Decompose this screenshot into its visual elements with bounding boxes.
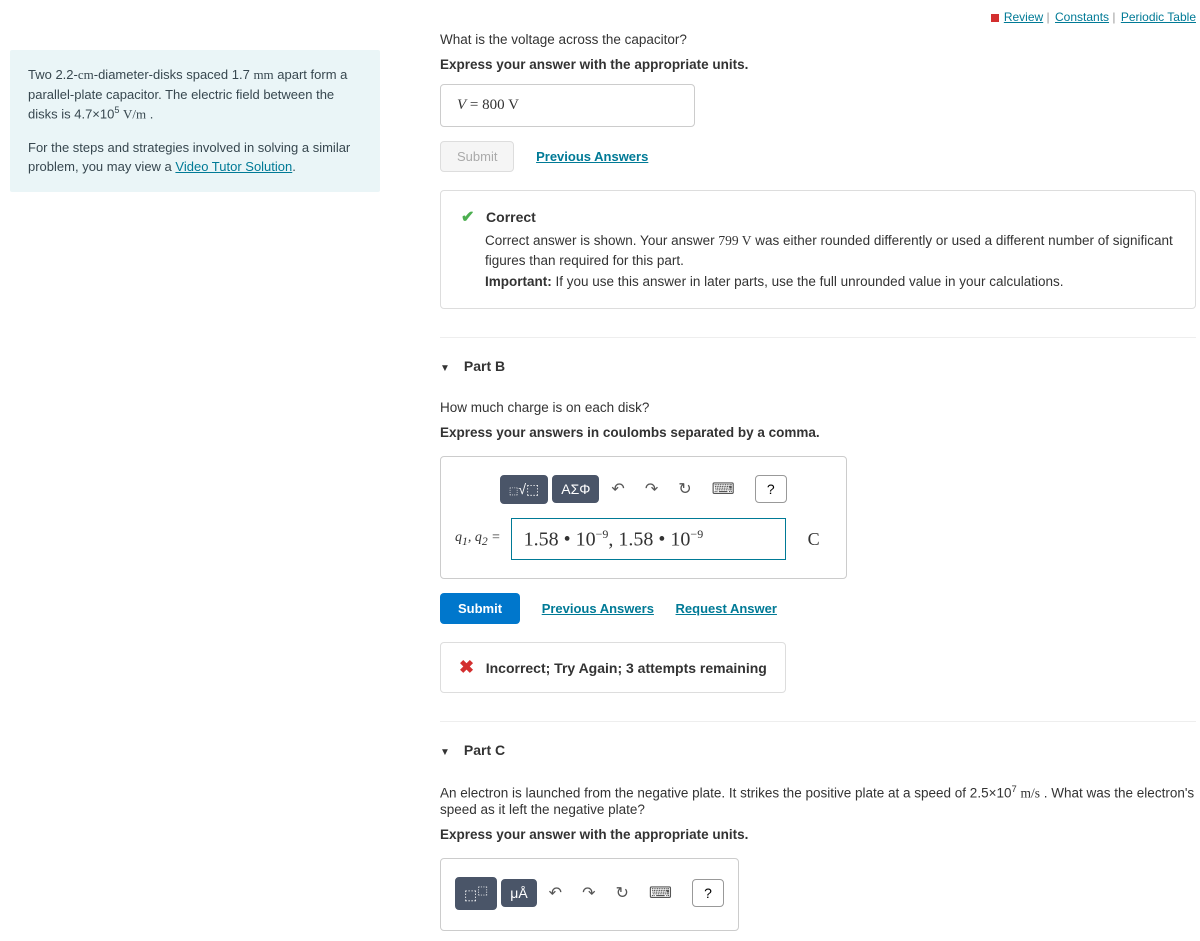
redo-icon[interactable]: ↷ <box>574 879 603 907</box>
answer-panel: Review | Constants | Periodic Table What… <box>395 0 1200 941</box>
problem-text-2: For the steps and strategies involved in… <box>28 138 362 177</box>
check-icon: ✔ <box>461 209 474 226</box>
reset-icon[interactable]: ↻ <box>670 475 699 503</box>
part-b-instruction: Express your answers in coulombs separat… <box>440 425 1196 440</box>
request-answer-link[interactable]: Request Answer <box>676 601 777 616</box>
important-text: If you use this answer in later parts, u… <box>552 274 1064 289</box>
undo-icon[interactable]: ↶ <box>541 879 570 907</box>
problem-text-1: Two 2.2-cm-diameter-disks spaced 1.7 mm … <box>28 65 362 124</box>
periodic-table-link[interactable]: Periodic Table <box>1121 10 1196 24</box>
part-a-actions: Submit Previous Answers <box>440 141 1196 172</box>
fb-answer: 799 V <box>718 233 751 248</box>
x-icon: ✖ <box>459 657 474 677</box>
part-a-question: What is the voltage across the capacitor… <box>440 32 1196 47</box>
equation-input[interactable]: 1.58 • 10−9, 1.58 • 10−9 <box>511 518 786 561</box>
help-button[interactable]: ? <box>692 879 724 907</box>
part-a-var: V <box>457 97 466 113</box>
equation-row: q1, q2 = 1.58 • 10−9, 1.58 • 10−9 C <box>455 518 832 561</box>
submit-button-disabled: Submit <box>440 141 514 172</box>
equation-editor: ⬚√⬚ ΑΣΦ ↶ ↷ ↻ ⌨ ? q1, q2 = 1.58 • 10−9, … <box>440 456 847 580</box>
unit-label: C <box>796 529 832 550</box>
part-c: Part C An electron is launched from the … <box>440 722 1196 930</box>
part-b: Part B How much charge is on each disk? … <box>440 338 1196 694</box>
undo-icon[interactable]: ↶ <box>603 475 632 503</box>
equation-toolbar: ⬚√⬚ ΑΣΦ ↶ ↷ ↻ ⌨ ? <box>455 475 832 504</box>
feedback-body: Correct answer is shown. Your answer 799… <box>485 231 1175 292</box>
divider: | <box>1047 10 1053 24</box>
problem-statement: Two 2.2-cm-diameter-disks spaced 1.7 mm … <box>10 50 380 192</box>
part-a-instruction: Express your answer with the appropriate… <box>440 57 1196 72</box>
help-button[interactable]: ? <box>755 475 787 503</box>
submit-button[interactable]: Submit <box>440 593 520 624</box>
previous-answers-link[interactable]: Previous Answers <box>536 149 648 164</box>
fb-text1: Correct answer is shown. Your answer <box>485 233 718 248</box>
keyboard-icon[interactable]: ⌨ <box>704 475 743 503</box>
part-a-value: 800 V <box>482 97 519 113</box>
constants-link[interactable]: Constants <box>1055 10 1109 24</box>
part-a: What is the voltage across the capacitor… <box>440 32 1196 309</box>
part-a-feedback: ✔ Correct Correct answer is shown. Your … <box>440 190 1196 309</box>
equation-editor-c: ⬚⬚ μÅ ↶ ↷ ↻ ⌨ ? <box>440 858 739 931</box>
templates-button[interactable]: ⬚⬚ <box>455 877 497 910</box>
part-b-header[interactable]: Part B <box>440 338 1196 380</box>
top-links: Review | Constants | Periodic Table <box>440 10 1196 24</box>
equation-toolbar-c: ⬚⬚ μÅ ↶ ↷ ↻ ⌨ ? <box>455 877 724 910</box>
units-button[interactable]: μÅ <box>501 879 536 907</box>
video-tutor-link[interactable]: Video Tutor Solution <box>175 159 292 174</box>
keyboard-icon[interactable]: ⌨ <box>641 879 680 907</box>
equals-sign: = <box>466 97 482 113</box>
important-label: Important: <box>485 274 552 289</box>
review-flag-icon <box>991 14 999 22</box>
eq-variable-label: q1, q2 = <box>455 530 501 548</box>
correct-label: Correct <box>486 209 536 225</box>
part-c-header[interactable]: Part C <box>440 722 1196 764</box>
review-link[interactable]: Review <box>1004 10 1043 24</box>
divider: | <box>1112 10 1118 24</box>
part-b-actions: Submit Previous Answers Request Answer <box>440 593 1196 624</box>
part-b-feedback: ✖ Incorrect; Try Again; 3 attempts remai… <box>440 642 786 693</box>
part-c-question: An electron is launched from the negativ… <box>440 784 1196 817</box>
part-b-question: How much charge is on each disk? <box>440 400 1196 415</box>
incorrect-label: Incorrect; Try Again; 3 attempts remaini… <box>486 660 767 676</box>
reset-icon[interactable]: ↻ <box>607 879 636 907</box>
part-a-answer-display: V = 800 V <box>440 84 695 127</box>
greek-button[interactable]: ΑΣΦ <box>552 475 599 503</box>
templates-button[interactable]: ⬚√⬚ <box>500 475 548 504</box>
problem-panel: Two 2.2-cm-diameter-disks spaced 1.7 mm … <box>0 0 395 941</box>
part-c-instruction: Express your answer with the appropriate… <box>440 827 1196 842</box>
previous-answers-link[interactable]: Previous Answers <box>542 601 654 616</box>
redo-icon[interactable]: ↷ <box>637 475 666 503</box>
